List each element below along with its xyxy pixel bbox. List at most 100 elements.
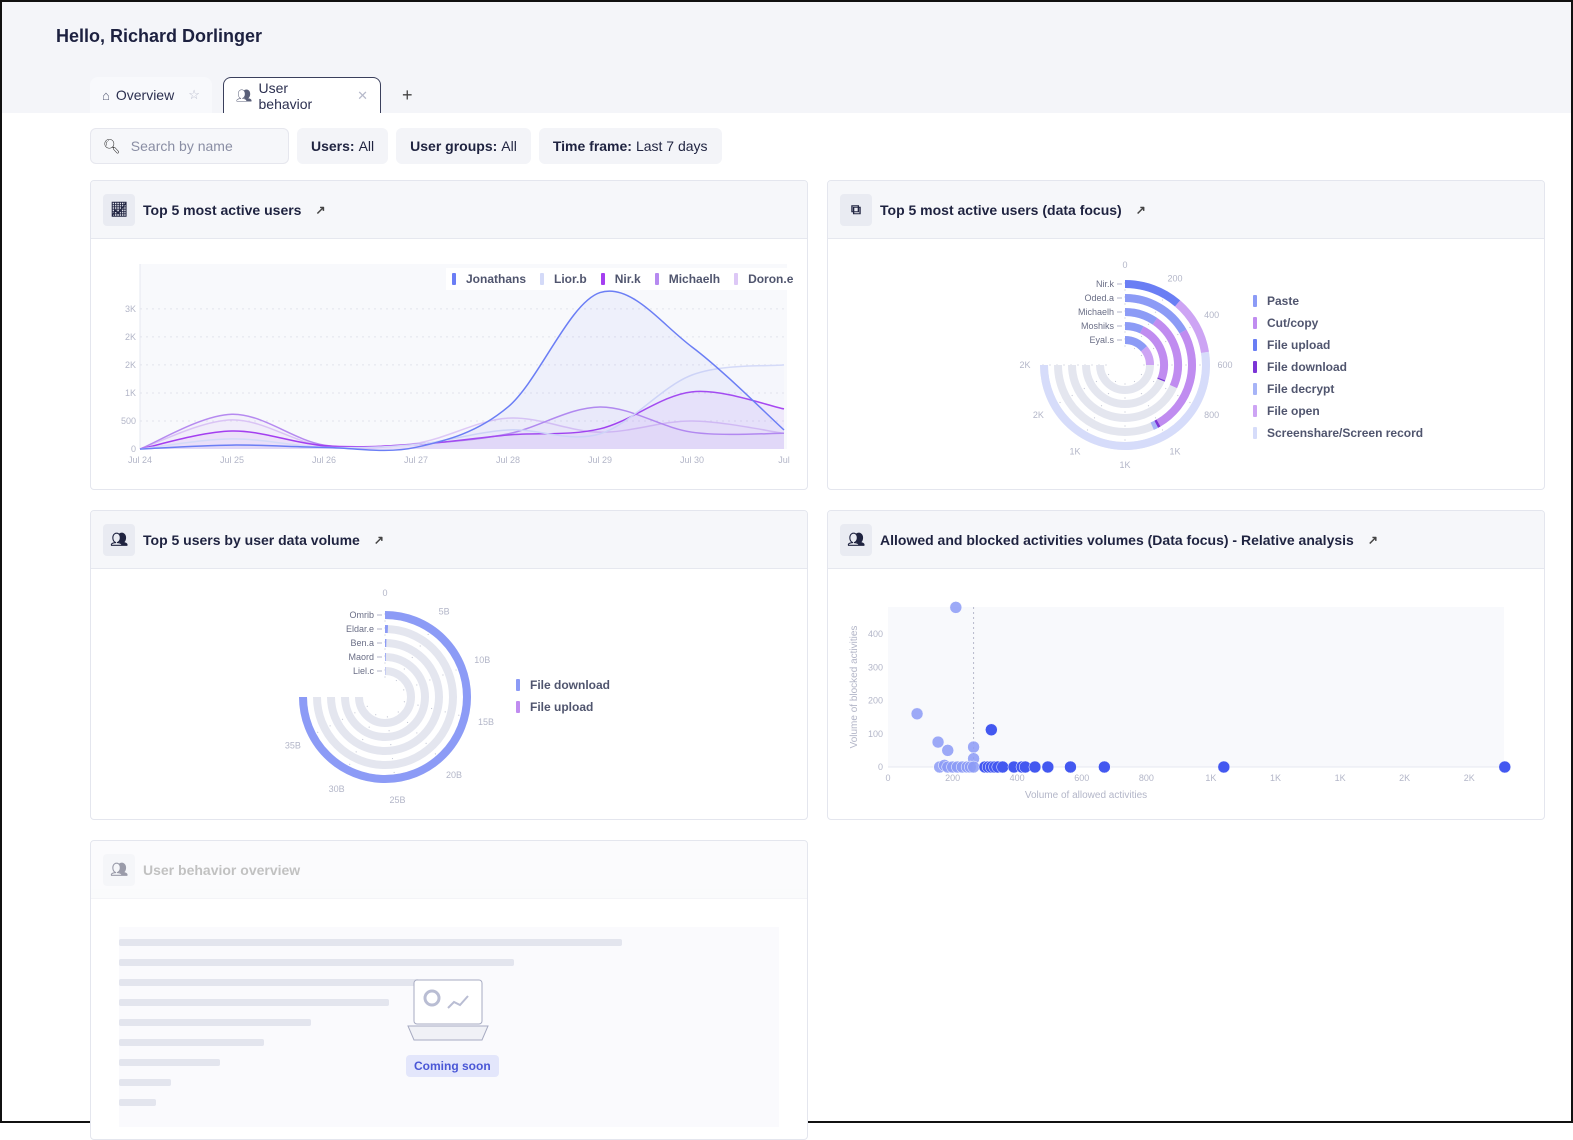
legend-label: Paste [1267,294,1299,308]
scatter-point [942,744,954,756]
legend-swatch [452,273,456,285]
legend-item[interactable]: File download [516,674,610,696]
tick-dot [403,689,404,690]
legend-label: Lior.b [554,272,587,286]
category-label: Michaelh [1078,307,1114,317]
tick-dot [1087,429,1088,430]
scatter-point [1499,761,1511,773]
tick-dot [388,730,389,731]
tick-dot [384,676,385,677]
x-tick-label: Jul 30 [680,455,704,465]
tick-dot [1124,425,1125,426]
tick-dot [416,732,417,733]
tick-dot [1141,336,1142,337]
scatter-point [950,601,962,613]
legend-item[interactable]: File open [1253,400,1423,422]
legend-item[interactable]: Paste [1253,290,1423,312]
tick-dot [1063,364,1064,365]
tick-dot [394,772,395,773]
angle-tick-label: 200 [1167,273,1182,283]
x-tick-label: Jul 26 [312,455,336,465]
legend-swatch [1253,383,1257,395]
legend-item[interactable]: Cut/copy [1253,312,1423,334]
tick-dot [1153,348,1154,349]
tick-dot [1101,405,1102,406]
tick-dot [1134,348,1135,349]
tick-dot [1072,395,1073,396]
tick-dot [1091,364,1092,365]
x-tick-label: Jul 25 [220,455,244,465]
y-axis-label: Volume of blocked activities [849,626,860,749]
angle-tick-label: 15B [478,717,494,727]
legend-item[interactable]: File upload [1253,334,1423,356]
category-label: Omrib [350,610,375,620]
tick-dot [1049,364,1050,365]
legend-item[interactable]: Jonathans [452,268,526,290]
category-label: Liel.c [353,666,375,676]
angle-tick-label: 800 [1204,410,1219,420]
tick-dot [1153,381,1154,382]
tick-dot [458,715,459,716]
tick-dot [1141,393,1142,394]
legend-item[interactable]: File upload [516,696,610,718]
tick-dot [1134,381,1135,382]
legend-item[interactable]: Michaelh [655,268,720,290]
angle-tick-label: 25B [390,795,406,805]
x-tick-label: Jul 28 [496,455,520,465]
x-tick-label: 1K [1335,773,1346,783]
x-tick-label: 1K [1205,773,1216,783]
legend-item[interactable]: File download [1253,356,1423,378]
angle-tick-label: 30B [329,784,345,794]
tick-dot [1124,439,1125,440]
tick-dot [404,701,405,702]
tick-dot [392,758,393,759]
tick-dot [445,711,446,712]
tick-dot [1165,341,1166,342]
legend-swatch [1253,427,1257,439]
legend-item[interactable]: Doron.e [734,268,793,290]
y-tick-label: 0 [878,762,883,772]
legend-swatch [655,273,659,285]
tick-dot [435,753,436,754]
tick-dot [1171,364,1172,365]
tick-dot [1148,324,1149,325]
tick-dot [428,634,429,635]
y-tick-label: 300 [868,662,883,672]
tick-dot [1096,381,1097,382]
y-tick-label: 0 [131,444,136,454]
angle-tick-label: 35B [285,740,301,750]
x-tick-label: Jul 24 [128,455,152,465]
tick-dot [1077,364,1078,365]
y-tick-label: 400 [868,629,883,639]
tick-dot [1124,345,1125,346]
x-tick-label: 200 [945,773,960,783]
category-label: Eyal.s [1089,335,1114,345]
tick-dot [417,705,418,706]
tick-dot [1165,388,1166,389]
legend-item[interactable]: Lior.b [540,268,587,290]
tick-dot [407,722,408,723]
scatter-point [1042,761,1054,773]
category-label: Nir.k [1096,279,1115,289]
tick-dot [330,725,331,726]
legend-item[interactable]: Screenshare/Screen record [1253,422,1423,444]
angle-tick-label: 5B [439,606,450,616]
tick-dot [1141,355,1142,356]
legend-label: File decrypt [1267,382,1334,396]
tick-dot [1162,299,1163,300]
tick-dot [420,645,421,646]
tick-dot [375,714,376,715]
tick-dot [349,764,350,765]
legend-swatch [516,679,520,691]
y-tick-label: 1K [125,388,136,398]
tick-dot [416,684,417,685]
legend-label: File download [1267,360,1347,374]
legend-label: Doron.e [748,272,793,286]
y-tick-label: 500 [121,416,136,426]
legend-item[interactable]: Nir.k [601,268,641,290]
tick-dot [390,744,391,745]
legend-item[interactable]: File decrypt [1253,378,1423,400]
x-tick-label: Jul [778,455,790,465]
